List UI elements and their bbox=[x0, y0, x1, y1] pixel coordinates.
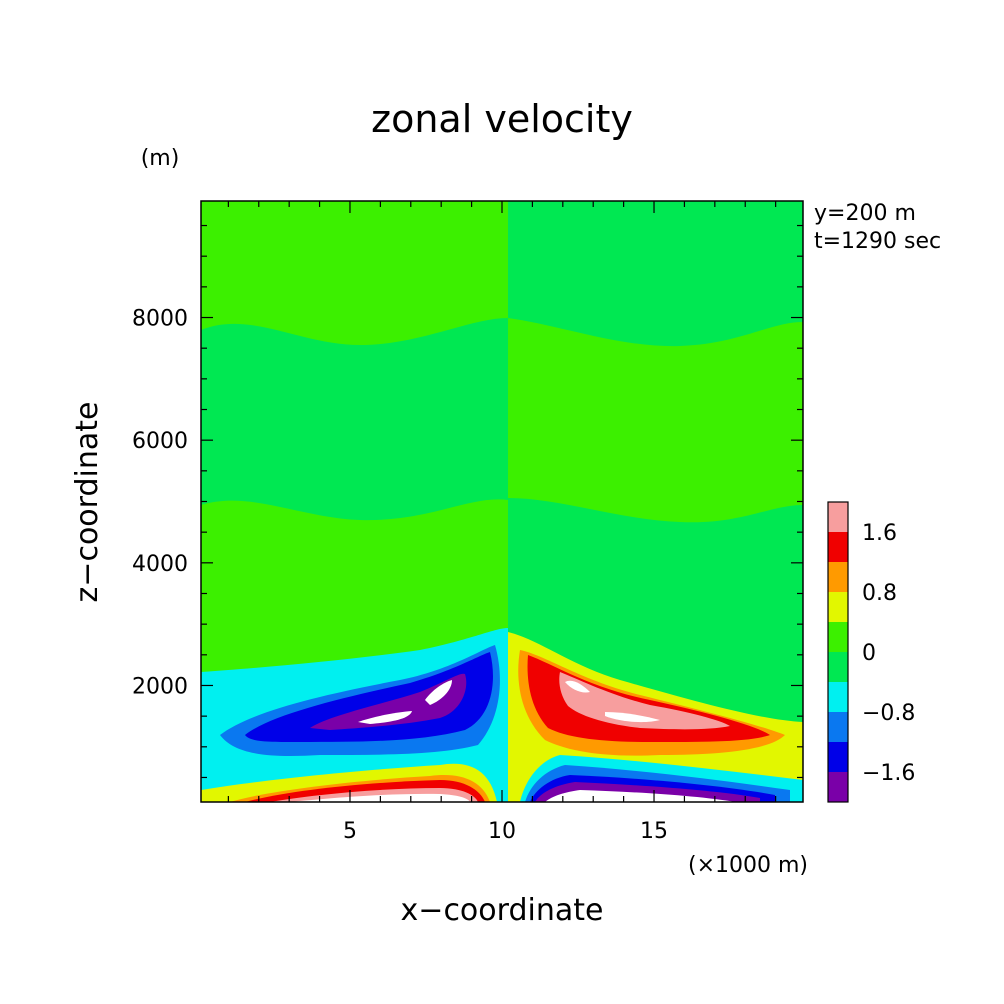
band-right-upper bbox=[508, 318, 803, 523]
contour-left-extreme-1 bbox=[358, 711, 412, 724]
y-axis-label: z−coordinate bbox=[70, 402, 105, 603]
colorbar-swatch bbox=[828, 682, 848, 712]
colorbar-tick-label: 0.8 bbox=[862, 581, 897, 606]
colorbar-tick-label: −1.6 bbox=[862, 761, 915, 786]
band-left-upper bbox=[201, 318, 508, 521]
colorbar-tick-label: −0.8 bbox=[862, 701, 915, 726]
axis-ticks bbox=[201, 201, 803, 802]
y-tick-label: 6000 bbox=[132, 429, 188, 454]
chart-title: zonal velocity bbox=[371, 97, 633, 141]
y-tick-label: 4000 bbox=[132, 552, 188, 577]
colorbar-swatch bbox=[828, 562, 848, 592]
colorbar-frame bbox=[827, 501, 849, 803]
colorbar-swatch bbox=[828, 712, 848, 742]
contour-plot-area bbox=[201, 201, 803, 802]
y-tick-labels: 2000 4000 6000 8000 bbox=[132, 307, 188, 700]
x-tick-labels: 5 10 15 bbox=[343, 819, 668, 844]
contour-left-lev0 bbox=[310, 673, 467, 730]
colorbar-tick-label: 0 bbox=[862, 641, 876, 666]
x-tick-label: 5 bbox=[343, 819, 357, 844]
x-tick-label: 15 bbox=[640, 819, 668, 844]
colorbar-swatch bbox=[828, 742, 848, 772]
colorbar: −1.6 −0.8 0 0.8 1.6 bbox=[827, 501, 915, 803]
contour-left-extreme-2 bbox=[425, 680, 452, 705]
colorbar-swatch bbox=[828, 592, 848, 622]
x-axis-unit: (×1000 m) bbox=[688, 853, 808, 878]
x-tick-label: 10 bbox=[488, 819, 516, 844]
y-tick-label: 2000 bbox=[132, 674, 188, 699]
annotation-y-position: y=200 m bbox=[814, 201, 916, 226]
y-unit-label: (m) bbox=[141, 146, 180, 171]
colorbar-swatch bbox=[828, 652, 848, 682]
x-axis-label: x−coordinate bbox=[401, 893, 604, 928]
y-tick-label: 8000 bbox=[132, 307, 188, 332]
colorbar-swatch bbox=[828, 532, 848, 562]
contour-right-lev9 bbox=[559, 672, 730, 730]
contour-right-extreme-2 bbox=[605, 712, 660, 723]
colorbar-tick-label: 1.6 bbox=[862, 521, 897, 546]
colorbar-swatch bbox=[828, 622, 848, 652]
annotation-time: t=1290 sec bbox=[814, 229, 941, 254]
colorbar-swatch bbox=[828, 772, 848, 802]
colorbar-swatch bbox=[828, 502, 848, 532]
contour-right-surface-extreme bbox=[545, 790, 735, 802]
contour-right-extreme-1 bbox=[565, 680, 590, 693]
